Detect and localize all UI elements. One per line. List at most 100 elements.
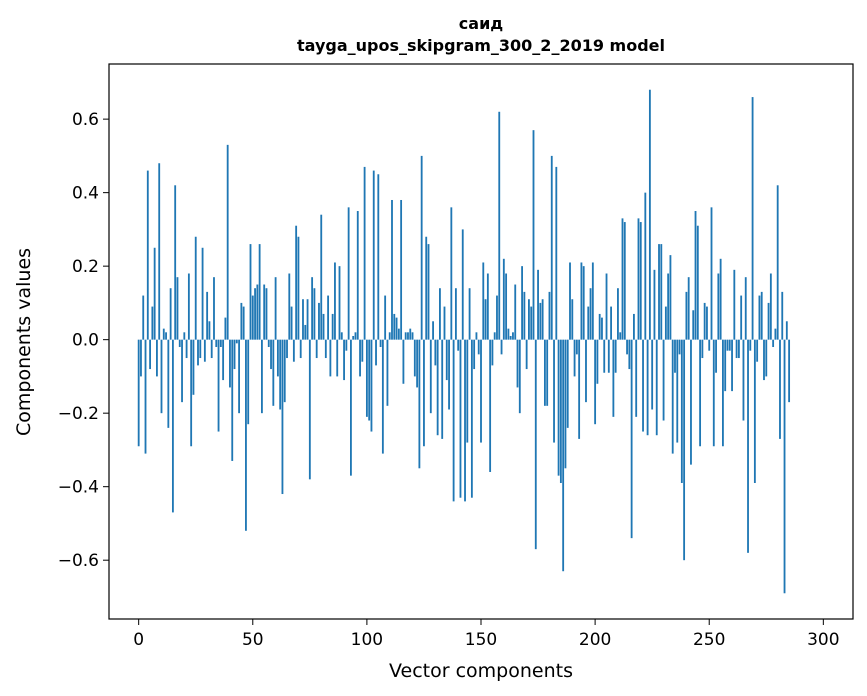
bar — [521, 266, 523, 340]
y-tick-label: 0.4 — [72, 184, 99, 204]
bar — [553, 339, 555, 443]
bar — [737, 339, 740, 359]
bar — [158, 163, 161, 340]
bar — [375, 339, 377, 366]
bar — [591, 262, 594, 340]
bar — [753, 339, 756, 483]
bar — [571, 299, 574, 340]
bar — [151, 306, 154, 340]
bar — [543, 339, 546, 406]
bar — [279, 339, 282, 410]
chart-subtitle: tayga_upos_skipgram_300_2_2019 model — [297, 36, 665, 55]
bar — [658, 244, 660, 340]
bar — [637, 218, 640, 340]
bar — [717, 273, 720, 340]
bar — [295, 225, 298, 340]
bar — [213, 277, 215, 340]
bar — [785, 321, 788, 340]
y-tick-label: −0.2 — [58, 404, 99, 424]
bar — [589, 288, 592, 340]
bar — [523, 291, 526, 340]
bar — [555, 166, 558, 340]
bar — [194, 236, 197, 340]
bar — [724, 339, 727, 392]
bar — [254, 288, 256, 340]
bar — [742, 339, 745, 421]
bar — [594, 339, 597, 425]
bar — [669, 255, 672, 340]
bar — [160, 339, 163, 414]
bar — [297, 236, 300, 340]
bar — [605, 273, 608, 340]
bar — [680, 339, 683, 483]
bar — [621, 218, 624, 340]
bar — [251, 295, 254, 340]
bar — [156, 339, 158, 377]
bar — [747, 339, 749, 553]
bar — [391, 199, 393, 340]
bar — [514, 284, 517, 340]
bar — [525, 339, 528, 370]
bar — [601, 317, 603, 340]
bar — [480, 339, 482, 443]
bar — [343, 339, 345, 381]
bar — [267, 339, 270, 348]
bar — [222, 339, 225, 381]
bar — [619, 332, 622, 340]
bar — [635, 339, 638, 417]
bar — [776, 185, 779, 340]
bar — [320, 214, 323, 340]
bar — [562, 339, 565, 572]
bar — [539, 302, 542, 340]
bar — [336, 339, 339, 377]
bar — [660, 244, 663, 340]
bar — [235, 339, 238, 344]
bar — [181, 339, 183, 403]
bar — [740, 295, 743, 340]
bar — [484, 299, 487, 340]
y-tick-label: 0.6 — [72, 110, 99, 130]
bar — [491, 339, 494, 366]
y-axis-ticks: −0.6 −0.4 −0.2 0.0 0.2 0.4 0.6 — [58, 110, 109, 571]
bar — [596, 339, 599, 384]
bar — [628, 339, 631, 370]
bar — [288, 273, 291, 340]
bar — [224, 317, 227, 340]
bar — [767, 302, 770, 340]
bar — [548, 291, 551, 340]
bar — [345, 339, 348, 351]
bar — [598, 313, 601, 340]
bar — [379, 339, 382, 348]
bar — [356, 211, 359, 340]
bar — [201, 247, 204, 340]
bar — [518, 339, 521, 414]
y-axis-label: Components values — [13, 248, 35, 436]
bar — [715, 339, 717, 373]
bar — [617, 288, 619, 340]
bar — [731, 339, 733, 392]
bar — [329, 339, 332, 377]
bar — [744, 277, 747, 340]
bar — [559, 339, 562, 483]
bar — [217, 339, 220, 432]
bar — [397, 328, 400, 340]
bar — [368, 339, 371, 421]
bar — [388, 332, 391, 340]
bar — [215, 339, 218, 348]
bar — [192, 339, 195, 395]
bar — [306, 299, 309, 340]
bar — [516, 339, 519, 388]
bar — [507, 328, 510, 340]
bar — [441, 339, 444, 439]
bar — [644, 192, 647, 340]
bar — [706, 306, 708, 340]
bar — [324, 339, 327, 359]
bar — [210, 339, 213, 359]
bar — [651, 339, 654, 410]
bar — [208, 321, 211, 340]
bar — [557, 339, 560, 476]
bar — [386, 339, 389, 406]
bar — [263, 284, 266, 340]
bar — [400, 199, 403, 340]
